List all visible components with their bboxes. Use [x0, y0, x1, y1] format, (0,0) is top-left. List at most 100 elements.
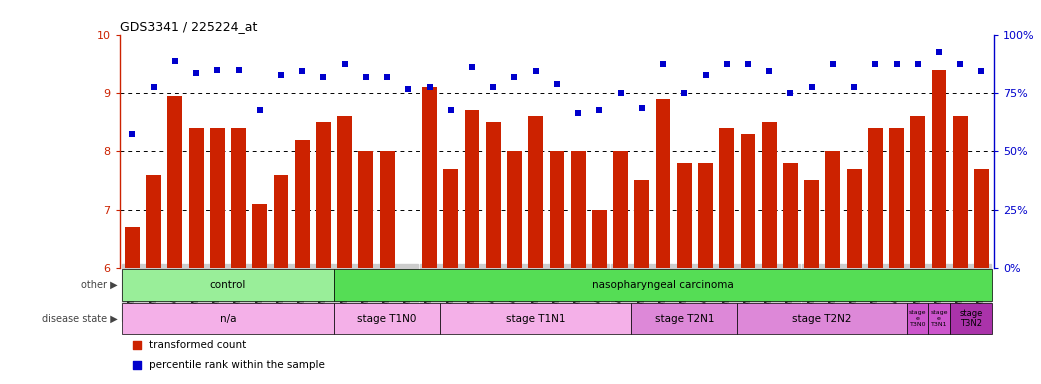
- Point: [867, 61, 884, 67]
- Bar: [210, 128, 225, 268]
- Text: disease state ▶: disease state ▶: [42, 314, 118, 324]
- Point: [336, 61, 353, 67]
- Point: [273, 72, 289, 78]
- Point: [931, 49, 947, 55]
- Bar: [486, 122, 501, 268]
- Text: nasopharyngeal carcinoma: nasopharyngeal carcinoma: [592, 280, 734, 290]
- Bar: [634, 180, 650, 268]
- Point: [697, 72, 714, 78]
- Point: [315, 73, 332, 79]
- Text: stage
T3N2: stage T3N2: [959, 309, 983, 328]
- Point: [146, 84, 162, 90]
- Point: [569, 110, 586, 116]
- Bar: [737, 303, 907, 334]
- Bar: [316, 122, 331, 268]
- Bar: [907, 303, 929, 334]
- Text: transformed count: transformed count: [149, 340, 246, 350]
- Point: [634, 104, 651, 111]
- Bar: [570, 151, 586, 268]
- Text: stage
e
T3N0: stage e T3N0: [909, 310, 926, 327]
- Bar: [762, 122, 777, 268]
- Bar: [168, 96, 182, 268]
- Point: [442, 108, 459, 114]
- Bar: [889, 128, 904, 268]
- Point: [910, 61, 926, 67]
- Bar: [929, 303, 949, 334]
- Point: [294, 68, 310, 74]
- Point: [230, 66, 247, 73]
- Point: [782, 90, 798, 96]
- Bar: [507, 151, 522, 268]
- Point: [612, 90, 629, 96]
- Bar: [740, 134, 756, 268]
- Bar: [188, 128, 204, 268]
- Point: [591, 108, 608, 114]
- Bar: [550, 151, 564, 268]
- Point: [400, 86, 416, 92]
- Bar: [699, 163, 713, 268]
- Text: stage T2N2: stage T2N2: [792, 314, 852, 324]
- Point: [187, 70, 204, 76]
- Bar: [464, 111, 480, 268]
- Bar: [953, 116, 968, 268]
- Bar: [122, 269, 334, 301]
- Bar: [613, 151, 628, 268]
- Point: [463, 64, 480, 70]
- Text: stage T1N1: stage T1N1: [506, 314, 565, 324]
- Bar: [783, 163, 797, 268]
- Bar: [932, 70, 946, 268]
- Point: [167, 58, 183, 64]
- Bar: [440, 303, 631, 334]
- Bar: [656, 99, 670, 268]
- Text: stage T2N1: stage T2N1: [655, 314, 714, 324]
- Point: [708, 86, 725, 93]
- Point: [708, 263, 725, 270]
- Bar: [910, 116, 925, 268]
- Bar: [592, 210, 607, 268]
- Text: other ▶: other ▶: [81, 280, 118, 290]
- Bar: [443, 169, 458, 268]
- Bar: [334, 303, 440, 334]
- Bar: [974, 169, 989, 268]
- Text: control: control: [210, 280, 246, 290]
- Bar: [125, 227, 139, 268]
- Bar: [295, 140, 309, 268]
- Bar: [677, 163, 691, 268]
- Point: [761, 68, 778, 74]
- Point: [209, 66, 226, 73]
- Bar: [719, 128, 734, 268]
- Bar: [337, 116, 352, 268]
- Point: [718, 61, 735, 67]
- Bar: [423, 87, 437, 268]
- Point: [824, 61, 841, 67]
- Bar: [358, 151, 374, 268]
- Text: stage T1N0: stage T1N0: [357, 314, 416, 324]
- Point: [549, 81, 565, 87]
- Point: [379, 73, 396, 79]
- Point: [804, 84, 820, 90]
- Point: [485, 84, 502, 90]
- Bar: [380, 151, 395, 268]
- Point: [739, 61, 756, 67]
- Bar: [528, 116, 543, 268]
- Text: GDS3341 / 225224_at: GDS3341 / 225224_at: [120, 20, 257, 33]
- Bar: [631, 303, 737, 334]
- Point: [655, 61, 671, 67]
- Point: [506, 73, 523, 79]
- Bar: [949, 303, 992, 334]
- Point: [676, 90, 692, 96]
- Bar: [868, 128, 883, 268]
- Text: stage
e
T3N1: stage e T3N1: [931, 310, 947, 327]
- Point: [951, 61, 968, 67]
- Point: [124, 131, 141, 137]
- Bar: [334, 269, 992, 301]
- Point: [888, 61, 905, 67]
- Point: [845, 84, 862, 90]
- Bar: [826, 151, 840, 268]
- Point: [422, 84, 438, 90]
- Point: [358, 73, 375, 79]
- Bar: [252, 204, 268, 268]
- Point: [528, 68, 544, 74]
- Point: [252, 108, 269, 114]
- Point: [973, 68, 990, 74]
